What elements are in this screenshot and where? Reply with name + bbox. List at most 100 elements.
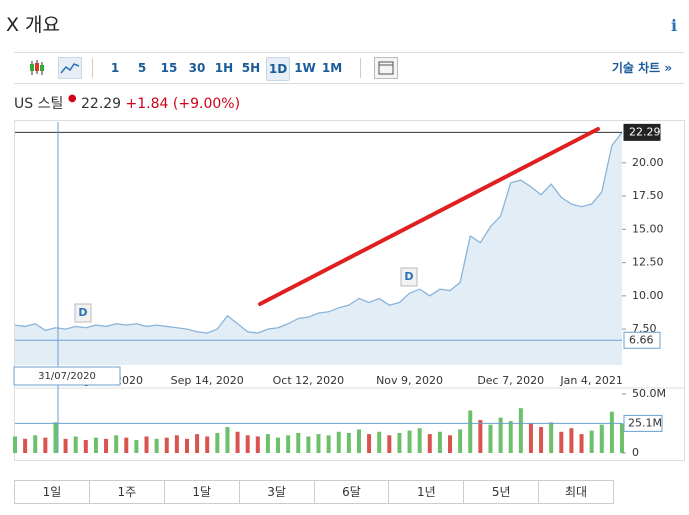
range-button[interactable]: 1일	[15, 481, 90, 503]
interval-button[interactable]: 5H	[241, 61, 261, 75]
x-tick-label: Jan 4, 2021	[559, 374, 622, 387]
volume-bar	[367, 434, 372, 453]
y-tick-label: 20.00	[632, 156, 664, 169]
crosshair-date-box	[13, 366, 121, 386]
y-tick-label: 10.00	[632, 289, 664, 302]
y2-tick-label: 50.0M	[632, 387, 666, 400]
volume-bar	[154, 438, 159, 453]
chart: Investing.com7.5010.0012.5015.0017.5020.…	[13, 120, 685, 461]
x-tick-label: Oct 12, 2020	[273, 374, 345, 387]
volume-bar	[114, 435, 119, 453]
volume-bar	[478, 419, 483, 453]
range-button[interactable]: 3달	[240, 481, 315, 503]
range-button[interactable]: 1년	[389, 481, 465, 503]
volume-bar	[225, 427, 230, 453]
candle-icon[interactable]	[28, 59, 46, 77]
volume-bar	[205, 436, 210, 453]
separator	[92, 58, 93, 78]
volume-bar	[569, 428, 574, 453]
volume-bar	[539, 427, 544, 453]
volume-bar	[53, 422, 58, 453]
price-change: +1.84	[125, 96, 169, 112]
page-title: X 개요	[6, 14, 61, 36]
volume-bar	[255, 436, 260, 453]
volume-bar	[134, 440, 139, 453]
price-change-pct: (+9.00%)	[172, 96, 241, 112]
volume-bar	[215, 432, 220, 453]
trend-annotation	[258, 127, 600, 306]
x-tick-label: Nov 9, 2020	[376, 374, 443, 387]
line-icon[interactable]	[58, 57, 82, 79]
quote: US 스틸 ● 22.29 +1.84 (+9.00%)	[14, 93, 240, 113]
crosshair-date: 31/07/2020	[38, 371, 96, 382]
info-button[interactable]: i	[670, 16, 678, 35]
volume-bar	[33, 435, 38, 453]
volume-bar	[23, 438, 28, 453]
volume-bar	[63, 438, 68, 453]
range-button[interactable]: 최대	[565, 485, 588, 499]
technical-chart-link[interactable]: 기술 차트 »	[611, 61, 673, 75]
volume-bar	[286, 435, 291, 453]
volume-marker-label: 25.1M	[628, 416, 662, 429]
interval-button[interactable]: 1H	[214, 61, 234, 75]
chart-frame	[14, 120, 685, 461]
range-button[interactable]: 6달	[315, 481, 390, 503]
interval-button[interactable]: 5	[137, 61, 147, 75]
interval-button[interactable]: 15	[160, 61, 178, 75]
interval-button[interactable]: 1M	[321, 61, 343, 75]
volume-bar	[417, 428, 422, 453]
volume-bar	[296, 432, 301, 453]
volume-bar	[356, 429, 361, 453]
volume-bar	[104, 438, 109, 453]
range-button[interactable]: 1달	[165, 481, 240, 503]
volume-bar	[407, 430, 412, 453]
volume-bar	[458, 429, 463, 453]
volume-bar	[377, 431, 382, 453]
interval-button[interactable]: 1	[110, 61, 120, 75]
range-button[interactable]: 1주	[90, 481, 165, 503]
price-marker-box	[623, 123, 661, 141]
volume-bar	[448, 435, 453, 453]
volume-bar	[589, 430, 594, 453]
volume-bar	[174, 435, 179, 453]
y-tick-label: 12.50	[632, 256, 664, 269]
volume-bar	[336, 431, 341, 453]
volume-bar	[498, 417, 503, 453]
volume-bar	[245, 435, 250, 453]
volume-bar	[13, 436, 17, 453]
interval-button[interactable]: 1W	[294, 61, 316, 75]
volume-bar	[508, 421, 513, 453]
event-label: D	[404, 270, 413, 283]
volume-bar	[346, 432, 351, 453]
volume-bar	[620, 423, 624, 453]
volume-bar	[276, 437, 281, 453]
range-bar: 1일 1주 1달 3달 6달 1년 5년 최대	[14, 480, 614, 504]
status-dot: ●	[67, 93, 77, 104]
volume-bar	[83, 440, 88, 453]
volume-bar	[468, 410, 473, 453]
interval-button[interactable]: 1D	[266, 57, 290, 81]
interval-button[interactable]: 30	[188, 61, 206, 75]
range-button[interactable]: 5년	[464, 481, 540, 503]
y2-tick-label: 0	[632, 446, 639, 459]
panel-icon[interactable]	[374, 57, 398, 79]
volume-bar	[73, 436, 78, 453]
price-marker-box	[623, 331, 661, 349]
volume-bar	[609, 411, 614, 453]
price-line	[14, 131, 623, 334]
volume-bar	[326, 435, 331, 453]
volume-bar	[235, 431, 240, 453]
volume-bar	[184, 438, 189, 453]
volume-bar	[93, 437, 98, 453]
volume-bar	[397, 432, 402, 453]
volume-bar	[124, 437, 129, 453]
instrument-name: US 스틸	[14, 96, 64, 112]
volume-bar	[427, 434, 432, 453]
price-marker-label: 6.66	[629, 333, 654, 346]
x-tick-label: Dec 7, 2020	[477, 374, 544, 387]
volume-bar	[265, 434, 270, 453]
volume-bar	[316, 434, 321, 453]
y-tick-label: 17.50	[632, 189, 664, 202]
volume-bar	[195, 434, 200, 453]
